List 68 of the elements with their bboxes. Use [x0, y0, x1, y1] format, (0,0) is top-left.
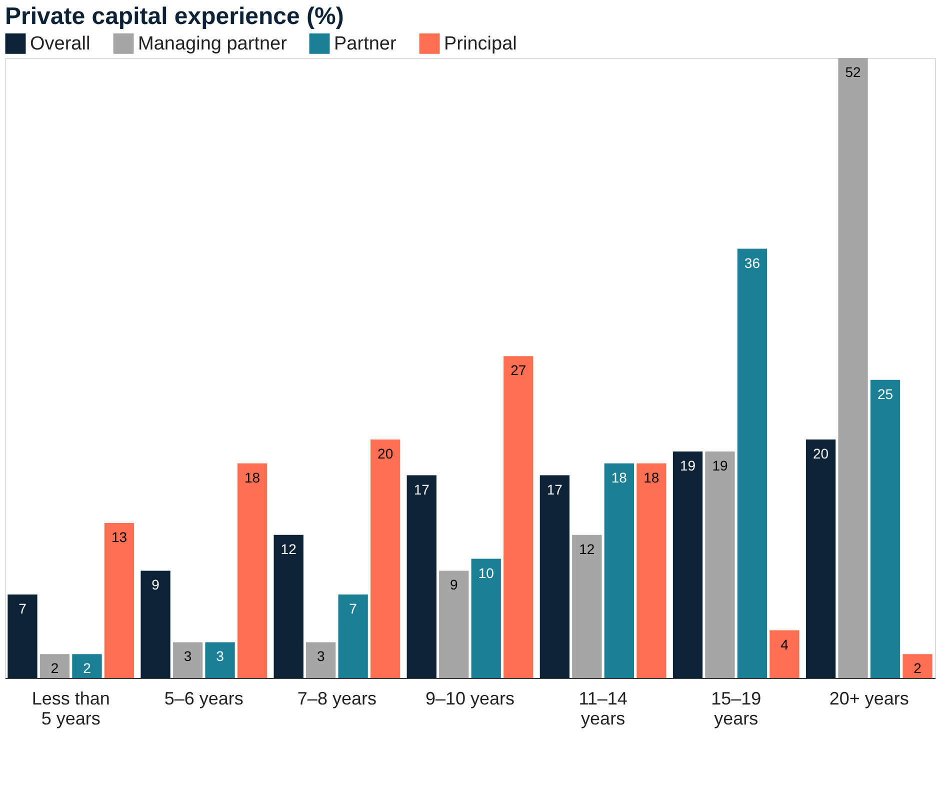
- bar: [40, 654, 70, 678]
- data-label: 3: [216, 648, 224, 664]
- bar: [306, 642, 336, 678]
- data-label: 18: [611, 469, 628, 486]
- data-label: 20: [378, 446, 394, 462]
- bar: [72, 654, 102, 678]
- x-tick-label: 11–14 years: [578, 688, 628, 728]
- data-label: 9: [152, 576, 160, 593]
- data-label: 52: [845, 64, 862, 80]
- bar: [237, 463, 268, 678]
- bar: [806, 440, 836, 678]
- data-label: 20: [812, 446, 829, 462]
- bar: [540, 475, 570, 678]
- data-label: 3: [316, 648, 325, 664]
- bar: [737, 248, 768, 678]
- data-label: 18: [244, 469, 260, 486]
- bar: [8, 594, 38, 678]
- bar: [140, 570, 170, 678]
- bar: [205, 642, 235, 678]
- data-label: 10: [478, 564, 494, 581]
- bar: [604, 463, 634, 678]
- bar: [770, 630, 800, 678]
- legend-label: Principal: [444, 34, 517, 55]
- bar: [672, 451, 703, 678]
- x-tick-label: 7–8 years: [297, 688, 376, 708]
- bar: [439, 570, 469, 678]
- bar: [572, 534, 602, 678]
- data-label: 25: [877, 386, 894, 402]
- data-label: 2: [50, 660, 59, 676]
- bar: [370, 440, 400, 678]
- x-tick-label: 5–6 years: [164, 688, 244, 708]
- legend-label: Partner: [334, 34, 397, 55]
- bar: [838, 58, 868, 678]
- bar: [705, 451, 735, 678]
- bar: [406, 475, 436, 678]
- data-label: 17: [546, 481, 563, 498]
- bar: [636, 463, 666, 678]
- bar: [471, 558, 501, 678]
- x-tick-label: Less than 5 years: [32, 688, 110, 728]
- data-label: 2: [914, 660, 922, 676]
- data-label: 17: [414, 481, 430, 498]
- data-label: 19: [680, 457, 696, 474]
- data-label: 7: [349, 600, 358, 617]
- bar: [870, 380, 900, 678]
- bar: [504, 356, 534, 678]
- x-tick-label: 15–19 years: [711, 688, 762, 728]
- x-tick-label: 20+ years: [829, 688, 909, 708]
- data-label: 9: [450, 576, 458, 593]
- bar: [338, 594, 368, 678]
- bar: [902, 654, 932, 678]
- bar: [274, 534, 304, 678]
- legend-label: Managing partner: [138, 34, 288, 55]
- chart-title: Private capital experience (%): [5, 3, 344, 30]
- data-label: 27: [510, 362, 526, 378]
- data-label: 12: [280, 540, 297, 557]
- data-label: 18: [644, 469, 660, 486]
- data-label: 4: [780, 636, 789, 652]
- data-label: 36: [744, 254, 760, 271]
- x-tick-label: 9–10 years: [425, 688, 515, 708]
- bar: [104, 523, 134, 678]
- legend-label: Overall: [30, 34, 90, 55]
- data-label: 19: [712, 457, 728, 474]
- data-label: 13: [111, 529, 128, 545]
- data-label: 3: [184, 648, 192, 664]
- data-label: 2: [83, 660, 92, 676]
- data-label: 7: [18, 600, 27, 617]
- data-label: 12: [579, 540, 595, 557]
- bar: [172, 642, 203, 678]
